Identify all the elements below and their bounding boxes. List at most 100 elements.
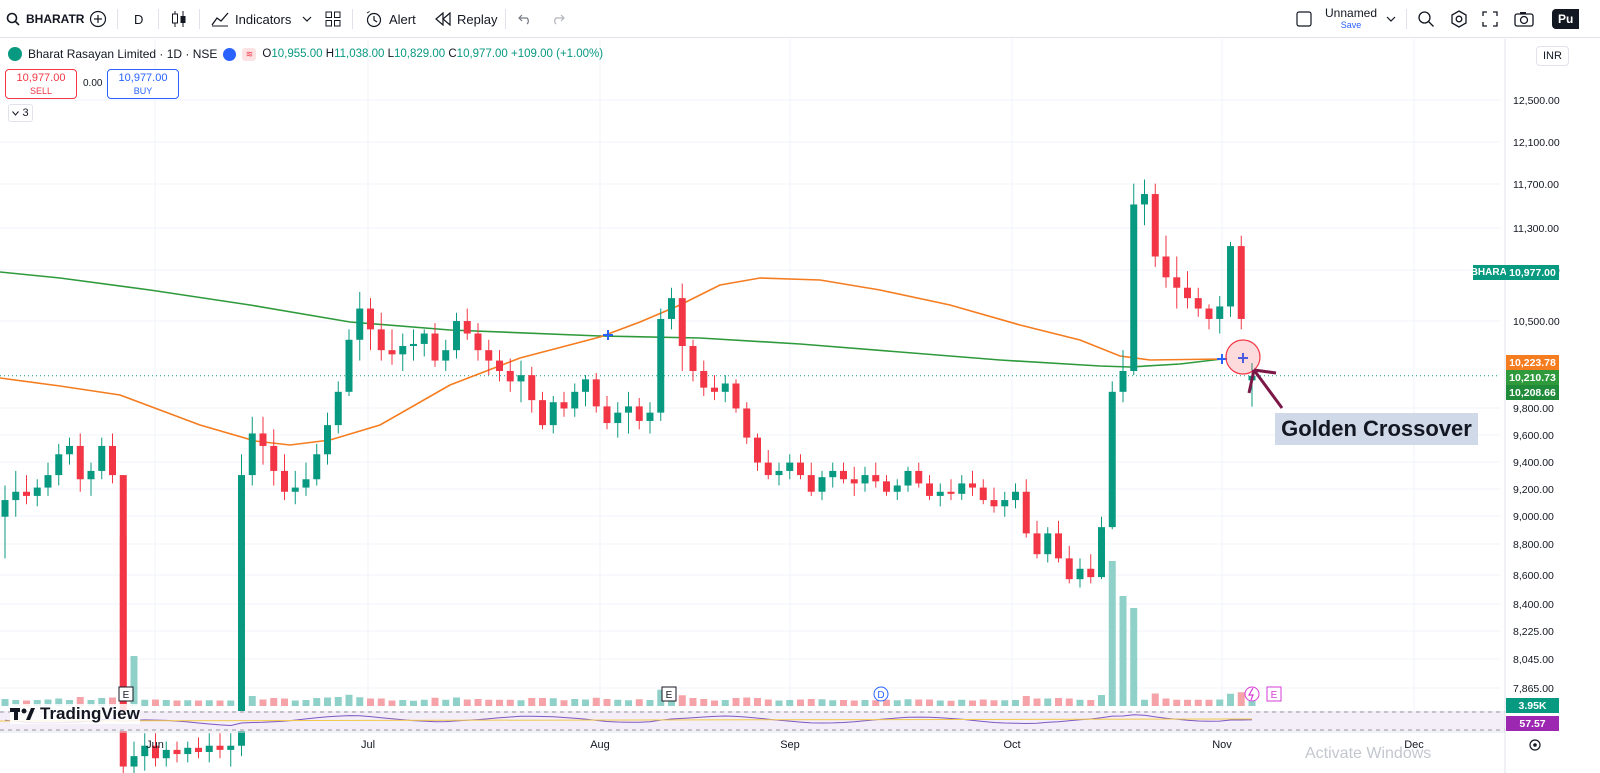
legend-ohlc: O10,955.00 H11,038.00 L10,829.00 C10,977… [262,48,604,60]
candle [12,470,20,517]
volume-bar [936,700,944,706]
volume-bar [216,700,224,706]
volume-bar [1130,608,1138,706]
candle [700,360,708,396]
volume-bar [377,698,385,706]
indicators-button[interactable]: Indicators [211,0,291,38]
candle [582,375,589,407]
candle [23,475,30,505]
price-chart[interactable]: 12,500.00 12,100.00 11,700.00 11,300.00 10,9… [0,39,1600,773]
volume-bar [582,699,589,706]
symbol-logo-icon [8,47,22,61]
volume-bar [302,700,310,706]
candle [764,450,772,480]
event-marker-label: E [666,690,673,701]
fullscreen-button[interactable] [1482,0,1498,38]
price-axis: 12,500.00 12,100.00 11,700.00 11,300.00 10,9… [1504,39,1560,773]
event-marker: D [873,686,889,702]
undo-button[interactable] [518,0,532,38]
candle [334,381,342,434]
compare-button[interactable] [89,0,107,38]
currency-button[interactable]: INR [1536,46,1569,66]
layout-name-button[interactable]: Unnamed Save [1325,0,1377,38]
volume-bar [1184,699,1191,706]
legend-change: +109.00 (+1.00%) [511,48,604,60]
add-circle-icon [89,10,107,28]
candle [1119,350,1127,403]
candle [367,298,374,351]
alert-button[interactable]: Alert [365,0,416,38]
candle [463,308,471,340]
volume-bar [1173,699,1181,706]
volume-bar [485,699,493,706]
candle [66,437,73,465]
volume-bar [818,699,826,706]
settings-button[interactable] [1450,0,1468,38]
event-marker: E [118,686,134,702]
candle [44,462,52,496]
buy-button[interactable]: 10,977.00 BUY [107,69,179,99]
candle [840,462,847,484]
candle [990,487,998,513]
volume-bar [689,698,697,706]
candle [119,475,127,773]
legend-low: 10,829.00 [393,48,446,60]
volume-bar [1237,692,1245,706]
volume-bar [44,699,52,706]
annotation-arrow [1247,368,1284,409]
volume-bar [248,696,256,706]
indicators-dropdown[interactable] [302,0,312,38]
volume-bar [442,699,450,706]
candle [549,395,557,434]
candle [496,350,503,382]
annotation-label[interactable]: Golden Crossover [1275,413,1478,445]
candle [872,462,880,488]
candle [1087,554,1095,584]
layout-dropdown[interactable] [1386,0,1396,38]
volume-bar [259,699,267,706]
event-marker-label: E [123,690,130,701]
candle [1022,479,1030,538]
interval-button[interactable]: D [134,0,143,38]
sell-button[interactable]: 10,977.00 SELL [5,69,77,99]
candle [1055,520,1062,563]
candle [743,402,751,444]
sell-label: SELL [29,86,53,96]
volume-bar [98,698,106,706]
volume-bar [635,699,643,706]
candle [571,383,579,417]
volume-tag: 3.95K [1506,698,1559,713]
volume-bar [324,697,331,706]
quick-search-button[interactable] [1417,0,1435,38]
layout-checkbox[interactable] [1296,0,1312,38]
crossover-marker [1238,353,1248,363]
indicators-collapse-button[interactable]: 3 [8,104,33,122]
redo-button[interactable] [551,0,565,38]
volume-bar [678,695,686,706]
legend-open: 10,955.00 [271,48,323,60]
tradingview-logo[interactable]: TradingView [10,704,140,724]
windows-watermark: Activate Windows [1305,745,1432,762]
symbol-search[interactable]: BHARATR [6,0,84,38]
price-axis-label: 9,800.00 [1513,403,1554,415]
chart-area[interactable]: 12,500.00 12,100.00 11,700.00 11,300.00 10,9… [0,39,1600,773]
candle [1173,256,1181,309]
time-axis: Jun Jul Aug Sep Oct Nov Dec [0,731,1541,751]
candle [560,391,568,417]
candle [216,733,224,759]
candle [442,339,450,371]
replay-button[interactable]: Replay [435,0,497,38]
ma-slow-tag: 10,210.73 [1506,370,1559,385]
volume-bar [926,699,933,706]
publish-button[interactable]: Pu [1552,9,1580,29]
layouts-button[interactable] [325,0,341,38]
candle [76,433,84,492]
branding-label: TradingView [40,704,140,723]
chart-type-button[interactable] [171,0,187,38]
ma-slow-line [0,271,1223,368]
camera-icon [1514,12,1534,27]
tradingview-icon [10,708,35,720]
legend-title[interactable]: Bharat Rasayan Limited · 1D · NSE [28,47,218,61]
snapshot-button[interactable] [1514,0,1534,38]
candle [248,416,256,486]
